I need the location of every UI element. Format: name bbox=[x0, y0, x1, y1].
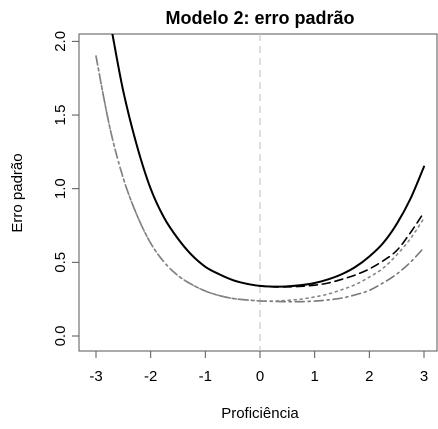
series-line-1 bbox=[111, 34, 425, 288]
y-tick-label: 1.0 bbox=[52, 178, 69, 199]
x-tick-label: 2 bbox=[365, 368, 373, 385]
x-axis-label: Proficiência bbox=[221, 405, 299, 422]
y-tick-label: 0.0 bbox=[52, 326, 69, 347]
x-tick-label: 3 bbox=[420, 368, 428, 385]
plot-area bbox=[95, 34, 425, 351]
plot-frame bbox=[78, 33, 438, 352]
x-tick-label: -3 bbox=[89, 368, 102, 385]
x-tick-label: -1 bbox=[199, 368, 212, 385]
x-tick-label: 1 bbox=[310, 368, 318, 385]
y-tick-label: 0.5 bbox=[52, 252, 69, 273]
y-axis-label: Erro padrão bbox=[9, 153, 26, 232]
series-line-3 bbox=[95, 55, 425, 302]
x-tick-label: 0 bbox=[256, 368, 264, 385]
x-axis: -3 -2 -1 0 1 2 3 bbox=[89, 350, 428, 385]
chart-title: Modelo 2: erro padrão bbox=[165, 8, 354, 28]
y-tick-label: 2.0 bbox=[52, 31, 69, 52]
y-tick-label: 1.5 bbox=[52, 105, 69, 126]
x-tick-label: -2 bbox=[144, 368, 157, 385]
y-axis: 0.0 0.5 1.0 1.5 2.0 bbox=[52, 31, 80, 347]
